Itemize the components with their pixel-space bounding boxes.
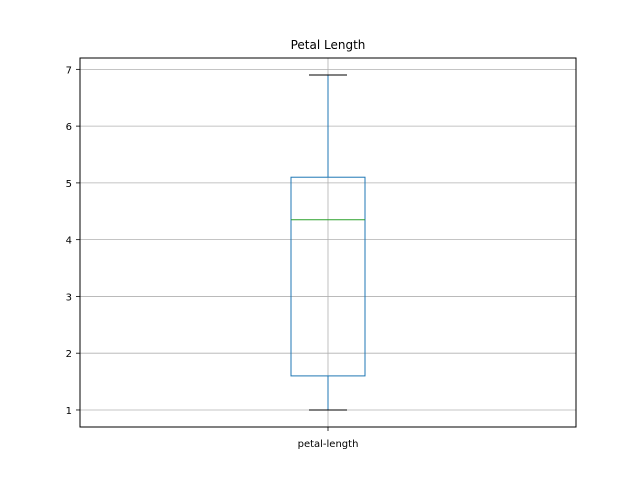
x-tick-label: petal-length [298, 439, 359, 450]
y-tick-label: 6 [66, 122, 72, 133]
iqr-box [290, 176, 366, 377]
y-tick-label: 4 [66, 236, 72, 247]
y-tick-label: 2 [66, 349, 72, 360]
box-plot-series [290, 74, 366, 411]
y-axis-ticks: 1 2 3 4 5 6 7 [66, 65, 80, 417]
chart-title: Petal Length [291, 38, 366, 52]
y-tick-label: 1 [66, 406, 72, 417]
x-axis-ticks: petal-length [298, 427, 359, 450]
y-tick-label: 3 [66, 292, 72, 303]
y-tick-label: 7 [66, 65, 72, 76]
y-tick-label: 5 [66, 179, 72, 190]
